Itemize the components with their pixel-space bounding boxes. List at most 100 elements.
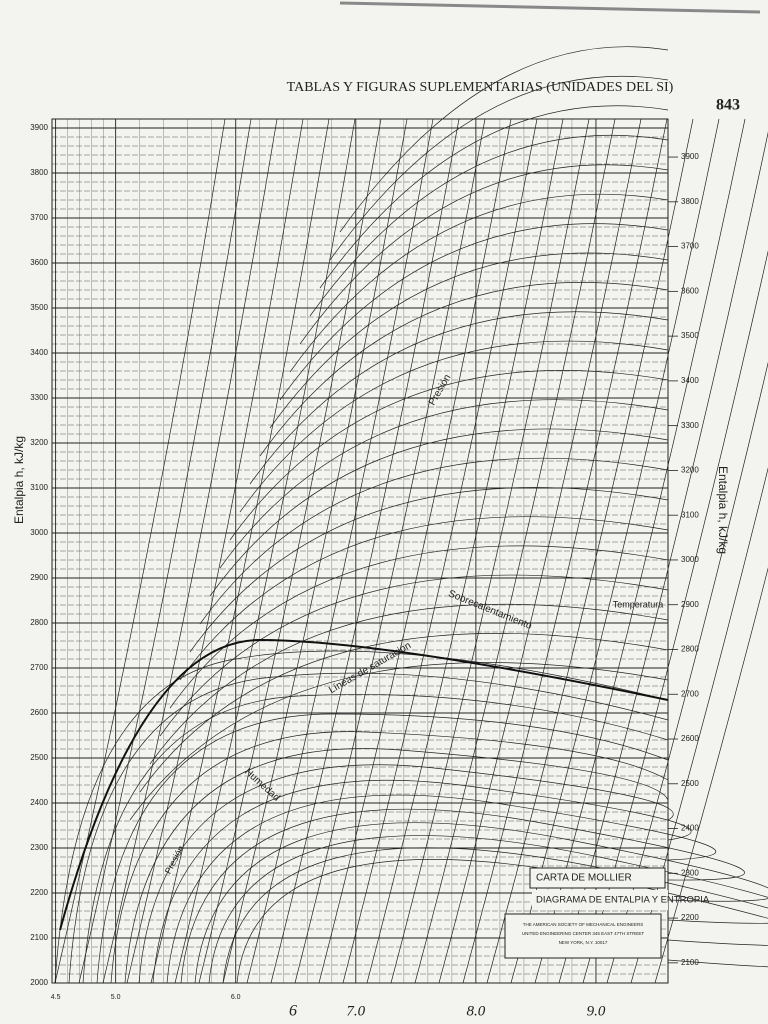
y2-tick-label: 3300 (681, 421, 699, 430)
y-tick-label: 2500 (30, 753, 48, 762)
y-tick-label: 2800 (30, 618, 48, 627)
y-tick-label: 3700 (30, 213, 48, 222)
quality-line (82, 694, 669, 984)
y2-tick-label: 2900 (681, 600, 699, 609)
isotherm (189, 487, 669, 653)
x-tick-label: 8.0 (467, 1003, 486, 1019)
isobar (462, 118, 668, 984)
isobar (270, 118, 460, 984)
isobar (342, 118, 538, 984)
scan-edge (339, 1, 761, 14)
y2-tick-label: 2600 (681, 734, 699, 743)
page-title: TABLAS Y FIGURAS SUPLEMENTARIAS (UNIDADE… (287, 80, 674, 95)
y-tick-label: 3100 (30, 483, 48, 492)
y-tick-label: 3500 (30, 303, 48, 312)
quality-line (110, 731, 669, 984)
isotherm (339, 46, 669, 233)
y2-tick-label: 2400 (681, 824, 699, 833)
annotation: 6 (289, 1003, 297, 1020)
publisher-line: THE AMERICAN SOCIETY OF MECHANICAL ENGIN… (523, 922, 644, 927)
y2-tick-label: 2200 (681, 913, 699, 922)
isobar (150, 118, 330, 984)
isobar (174, 118, 356, 984)
publisher: THE AMERICAN SOCIETY OF MECHANICAL ENGIN… (522, 922, 644, 945)
isotherm (309, 134, 669, 317)
x-tick-label: 6.0 (231, 994, 241, 1001)
y-tick-label: 2600 (30, 708, 48, 717)
isobar (318, 118, 512, 984)
isotherm (249, 311, 669, 485)
y2-tick-label: 2500 (681, 779, 699, 788)
isobar (630, 467, 768, 984)
y-tick-label: 3000 (30, 528, 48, 537)
y-tick-label: 3200 (30, 438, 48, 447)
y-tick-label: 3900 (30, 123, 48, 132)
isotherm (279, 223, 669, 401)
x-tick-label: 7.0 (346, 1003, 365, 1019)
quality-line (194, 822, 768, 984)
quality-line (166, 794, 716, 984)
y2-tick-label: 3100 (681, 510, 699, 519)
quality-line (138, 764, 674, 984)
isobar (414, 118, 616, 984)
y2-tick-label: 2700 (681, 689, 699, 698)
plot-frame (51, 118, 669, 984)
y-tick-label: 3300 (30, 393, 48, 402)
isotherm (299, 164, 669, 345)
isotherm (229, 370, 669, 541)
isotherm (149, 603, 669, 765)
isobar (54, 118, 226, 984)
isotherm (139, 633, 669, 793)
x-tick-label: 9.0 (587, 1003, 606, 1019)
quality-line (68, 672, 669, 984)
y-tick-label: 3800 (30, 168, 48, 177)
y-tick-label: 2100 (30, 933, 48, 942)
isotherm (179, 516, 669, 681)
isotherm (219, 399, 669, 569)
publisher-box (504, 913, 662, 959)
isotherm (269, 252, 669, 429)
y2-tick-label: 2100 (681, 958, 699, 967)
y2-tick-label: 3600 (681, 286, 699, 295)
y-tick-label: 2300 (30, 843, 48, 852)
isotherm (239, 340, 669, 513)
y2-tick-label: 3900 (681, 152, 699, 161)
y-tick-label: 2200 (30, 888, 48, 897)
isotherm (169, 545, 669, 709)
y-tick-label: 3400 (30, 348, 48, 357)
x-tick-label: 5.0 (111, 994, 121, 1001)
y2-tick-label: 3800 (681, 197, 699, 206)
isobar (606, 361, 768, 984)
isobar (246, 118, 434, 984)
isobar (294, 118, 486, 984)
chart-title: CARTA DE MOLLIER (536, 873, 632, 884)
y2-axis-label: Entalpia h, kJ/kg (716, 466, 730, 554)
isobar (654, 567, 768, 984)
isobar (558, 131, 768, 984)
isobar (198, 118, 382, 984)
saturation-line (59, 638, 669, 931)
isobar (126, 118, 304, 984)
quality-line (124, 748, 669, 984)
annotation: Temperatura (613, 599, 664, 609)
isobar (390, 118, 590, 984)
title-box (529, 867, 666, 889)
quality-line (180, 808, 745, 984)
y2-tick-label: 2300 (681, 868, 699, 877)
quality-line (96, 713, 669, 984)
isobar (438, 118, 642, 984)
y-tick-label: 2000 (30, 978, 48, 987)
isobar (582, 250, 768, 984)
y2-tick-label: 2800 (681, 645, 699, 654)
isotherm (319, 105, 669, 289)
isobar (222, 118, 408, 984)
y2-tick-label: 3400 (681, 376, 699, 385)
isotherm (329, 75, 669, 261)
y2-tick-label: 3000 (681, 555, 699, 564)
isotherm (209, 428, 669, 597)
subtitle-bg (532, 890, 668, 910)
y2-tick-label: 3700 (681, 242, 699, 251)
publisher-line: UNITED ENGINEERING CENTER 345 EAST 47TH … (522, 931, 644, 936)
